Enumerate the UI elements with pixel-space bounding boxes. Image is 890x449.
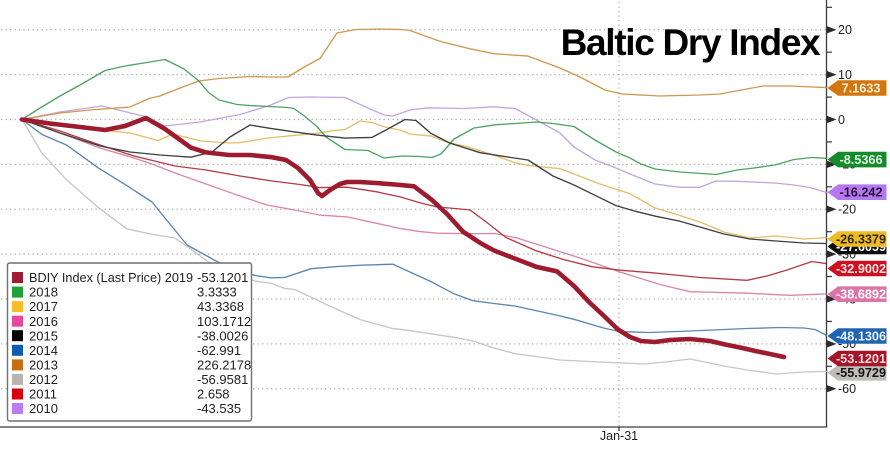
svg-text:0: 0 <box>838 113 845 127</box>
svg-text:Baltic Dry Index: Baltic Dry Index <box>561 22 822 63</box>
svg-text:-62.991: -62.991 <box>197 343 241 358</box>
svg-text:2014: 2014 <box>29 343 58 358</box>
svg-text:20: 20 <box>838 23 852 37</box>
svg-text:-48.1306: -48.1306 <box>836 329 886 343</box>
svg-text:2018: 2018 <box>29 285 58 300</box>
svg-text:-56.9581: -56.9581 <box>197 372 248 387</box>
svg-text:2010: 2010 <box>29 401 58 416</box>
svg-text:-20: -20 <box>838 203 856 217</box>
svg-text:-8.5366: -8.5366 <box>839 153 882 167</box>
svg-text:3.3333: 3.3333 <box>197 285 237 300</box>
svg-text:2013: 2013 <box>29 358 58 373</box>
svg-text:-32.9002: -32.9002 <box>836 262 886 276</box>
svg-text:-38.6892: -38.6892 <box>836 288 886 302</box>
svg-text:-26.3379: -26.3379 <box>836 232 886 246</box>
svg-text:-43.535: -43.535 <box>197 401 241 416</box>
svg-text:-16.242: -16.242 <box>839 186 882 200</box>
svg-text:7.1633: 7.1633 <box>842 81 881 95</box>
svg-text:-55.9729: -55.9729 <box>836 366 886 380</box>
svg-text:2012: 2012 <box>29 372 58 387</box>
svg-text:2.658: 2.658 <box>197 387 230 402</box>
svg-text:2015: 2015 <box>29 328 58 343</box>
svg-text:-53.1201: -53.1201 <box>197 270 248 285</box>
svg-text:BDIY Index (Last Price) 2019: BDIY Index (Last Price) 2019 <box>29 270 193 285</box>
svg-text:-60: -60 <box>838 382 856 396</box>
svg-text:-38.0026: -38.0026 <box>197 328 248 343</box>
svg-text:43.3368: 43.3368 <box>197 299 244 314</box>
svg-text:Jan-31: Jan-31 <box>600 429 638 443</box>
svg-text:2011: 2011 <box>29 387 57 402</box>
svg-text:-53.1201: -53.1201 <box>836 352 886 366</box>
svg-text:226.2178: 226.2178 <box>197 358 251 373</box>
svg-text:2016: 2016 <box>29 314 58 329</box>
svg-text:103.1712: 103.1712 <box>197 314 251 329</box>
svg-text:10: 10 <box>838 68 852 82</box>
svg-text:2017: 2017 <box>29 299 58 314</box>
